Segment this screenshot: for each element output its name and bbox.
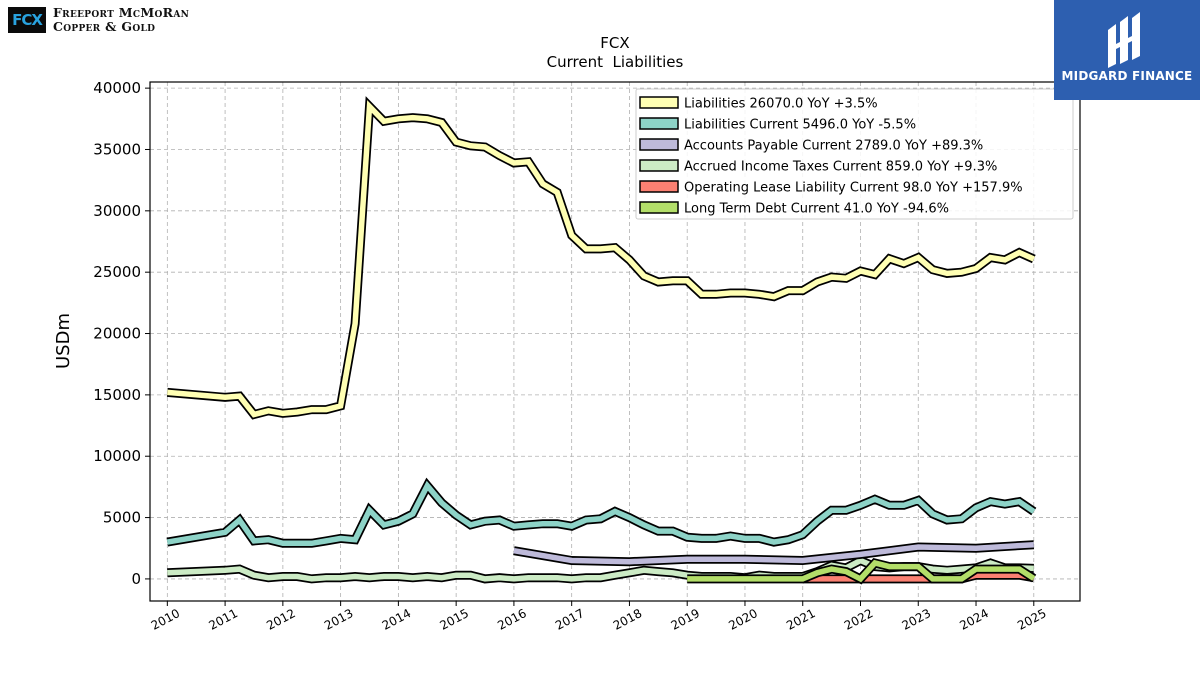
series-line: [166, 480, 1036, 547]
legend-box: [635, 88, 1074, 220]
series-line: [802, 572, 1035, 582]
y-axis-label: USDm: [53, 313, 74, 369]
legend-swatch: [639, 138, 679, 151]
company-mark-icon: FCX: [8, 7, 46, 33]
legend: Liabilities 26070.0 YoY +3.5% Liabilities…: [635, 88, 1074, 220]
x-tick-label: 2016: [495, 606, 529, 633]
chart-subtitle: Current Liabilities: [547, 53, 684, 71]
legend-entry: Liabilities Current 5496.0 YoY -5.5%: [684, 118, 916, 133]
y-tick-label: 10000: [93, 447, 141, 465]
y-tick-label: 5000: [103, 509, 141, 527]
legend-swatch: [639, 117, 679, 130]
legend-entry: Long Term Debt Current 41.0 YoY -94.6%: [684, 202, 949, 217]
series-line: [167, 100, 1035, 418]
y-axis-ticks: 0 5000 10000 15000 20000 25000 30000 35000 40000: [93, 79, 150, 588]
legend-entry: Operating Lease Liability Current 98.0 Y…: [684, 181, 1023, 196]
series-line: [687, 559, 1036, 583]
legend-swatch: [639, 96, 679, 109]
x-tick-label: 2010: [149, 606, 183, 633]
plot-frame: [149, 81, 1081, 602]
company-name-line1: Freeport McMoRan: [53, 5, 190, 20]
chart-title: FCX: [600, 34, 629, 52]
x-tick-label: 2019: [669, 606, 703, 633]
x-tick-label: 2012: [264, 606, 298, 633]
x-tick-label: 2018: [611, 606, 645, 633]
legend-swatch: [639, 180, 679, 193]
y-tick-label: 15000: [93, 386, 141, 404]
legend-entry: Accounts Payable Current 2789.0 YoY +89.…: [684, 139, 983, 154]
midgard-mark-icon: [1108, 12, 1140, 68]
x-tick-label: 2014: [380, 606, 414, 633]
x-tick-label: 2017: [553, 606, 587, 633]
x-axis-ticks: 2010 2011 2012 2013 2014 2015 2016 2017 2018 2019…: [149, 601, 1049, 633]
y-tick-label: 40000: [93, 79, 141, 97]
series-line-outline: [166, 477, 1037, 548]
y-tick-label: 30000: [93, 202, 141, 220]
x-tick-label: 2023: [900, 606, 934, 633]
y-tick-label: 25000: [93, 263, 141, 281]
x-tick-label: 2020: [726, 606, 760, 633]
x-tick-label: 2022: [842, 606, 876, 633]
watermark-text: MIDGARD FINANCE: [1061, 69, 1193, 83]
x-tick-label: 2013: [322, 606, 356, 633]
x-tick-label: 2025: [1015, 606, 1049, 633]
x-tick-label: 2011: [206, 606, 240, 633]
x-tick-label: 2021: [784, 606, 818, 633]
legend-entry: Accrued Income Taxes Current 859.0 YoY +…: [684, 160, 997, 175]
series-lines: [166, 96, 1037, 585]
company-name-line2: Copper & Gold: [53, 19, 156, 34]
midgard-finance-watermark: MIDGARD FINANCE: [1054, 0, 1200, 100]
company-logo: FCX Freeport McMoRan Copper & Gold: [8, 6, 189, 34]
y-tick-label: 0: [131, 570, 141, 588]
legend-swatch: [639, 159, 679, 172]
series-line: [513, 541, 1034, 565]
legend-swatch: [639, 201, 679, 214]
x-tick-label: 2015: [437, 606, 471, 633]
y-tick-label: 35000: [93, 140, 141, 158]
x-tick-label: 2024: [957, 606, 991, 633]
legend-entry: Liabilities 26070.0 YoY +3.5%: [684, 97, 878, 112]
y-tick-label: 20000: [93, 325, 141, 343]
